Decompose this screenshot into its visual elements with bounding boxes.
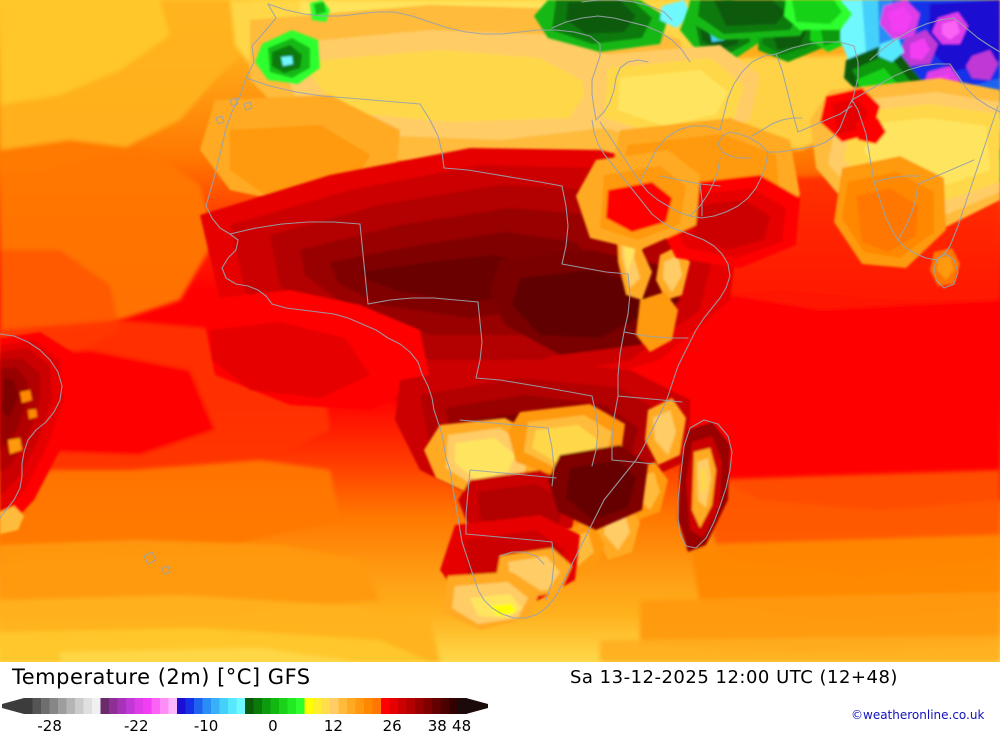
colorbar-band bbox=[66, 698, 76, 714]
colorbar-band bbox=[389, 698, 399, 714]
colorbar-band bbox=[432, 698, 442, 714]
colorbar-band bbox=[49, 698, 59, 714]
colorbar-tick-label: 12 bbox=[323, 717, 343, 735]
page-title: Temperature (2m) [°C] GFS bbox=[12, 665, 311, 689]
colorbar-band bbox=[100, 698, 110, 714]
colorbar-band bbox=[194, 698, 204, 714]
colorbar-band bbox=[440, 698, 450, 714]
colorbar-max-arrow bbox=[466, 698, 488, 714]
colorbar-band bbox=[109, 698, 119, 714]
colorbar-band bbox=[279, 698, 289, 714]
colorbar-gradient bbox=[2, 698, 488, 714]
colorbar-tick-label: -22 bbox=[124, 717, 149, 735]
madagascar-region bbox=[678, 422, 730, 552]
colorbar-band bbox=[296, 698, 306, 714]
colorbar-band bbox=[75, 698, 85, 714]
colorbar-band bbox=[304, 698, 314, 714]
colorbar-band bbox=[330, 698, 340, 714]
colorbar-band bbox=[168, 698, 178, 714]
middle-east-region bbox=[576, 45, 800, 268]
colorbar-band bbox=[321, 698, 331, 714]
valid-time-label: Sa 13-12-2025 12:00 UTC (12+48) bbox=[570, 667, 898, 688]
europe-green-region bbox=[686, 0, 852, 40]
colorbar-band bbox=[219, 698, 229, 714]
colorbar-band bbox=[211, 698, 221, 714]
colorbar-band bbox=[32, 698, 42, 714]
colorbar-band bbox=[262, 698, 272, 714]
copyright-label: ©weatheronline.co.uk bbox=[851, 708, 985, 722]
colorbar-tick-label: 38 bbox=[427, 717, 447, 735]
colorbar-band bbox=[58, 698, 68, 714]
colorbar-min-arrow bbox=[2, 698, 24, 714]
colorbar-tick-label: 0 bbox=[268, 717, 278, 735]
colorbar-band bbox=[236, 698, 246, 714]
colorbar-tick-label: 26 bbox=[382, 717, 402, 735]
colorbar-band bbox=[126, 698, 136, 714]
south-america-region bbox=[0, 332, 78, 534]
colorbar-band bbox=[355, 698, 365, 714]
colorbar-band bbox=[287, 698, 297, 714]
colorbar-band bbox=[381, 698, 391, 714]
colorbar-band bbox=[415, 698, 425, 714]
colorbar-band bbox=[253, 698, 263, 714]
colorbar-band bbox=[151, 698, 161, 714]
colorbar-band bbox=[398, 698, 408, 714]
coastlines-and-borders bbox=[0, 0, 1000, 619]
colorbar-band bbox=[270, 698, 280, 714]
colorbar-band bbox=[83, 698, 93, 714]
colorbar-band bbox=[449, 698, 459, 714]
colorbar-band bbox=[245, 698, 255, 714]
map-footer: Temperature (2m) [°C] GFS Sa 13-12-2025 … bbox=[0, 662, 1000, 735]
temperature-map[interactable] bbox=[0, 0, 1000, 662]
colorbar-band bbox=[134, 698, 144, 714]
temperature-raster bbox=[0, 0, 1000, 662]
temperature-colorbar[interactable]: -28 -22 -10 0 12 26 38 48 bbox=[0, 696, 500, 735]
south-africa-region bbox=[440, 515, 580, 630]
colorbar-band bbox=[185, 698, 195, 714]
colorbar-band bbox=[228, 698, 238, 714]
colorbar-band bbox=[24, 698, 34, 714]
colorbar-band bbox=[423, 698, 433, 714]
colorbar-band bbox=[177, 698, 187, 714]
west-africa-coast-region bbox=[200, 290, 430, 410]
colorbar-band bbox=[364, 698, 374, 714]
colorbar-tick-label: -10 bbox=[193, 717, 219, 735]
colorbar-band bbox=[347, 698, 357, 714]
colorbar-band bbox=[202, 698, 212, 714]
colorbar-band bbox=[406, 698, 416, 714]
colorbar-band bbox=[160, 698, 170, 714]
colorbar-band bbox=[457, 698, 467, 714]
colorbar-band bbox=[92, 698, 102, 714]
colorbar-band bbox=[372, 698, 382, 714]
colorbar-band bbox=[313, 698, 323, 714]
colorbar-band bbox=[143, 698, 153, 714]
colorbar-band bbox=[338, 698, 348, 714]
colorbar-tick-label: 48 bbox=[452, 717, 472, 735]
colorbar-tick-label: -28 bbox=[37, 717, 62, 735]
colorbar-band bbox=[41, 698, 51, 714]
colorbar-band bbox=[117, 698, 127, 714]
